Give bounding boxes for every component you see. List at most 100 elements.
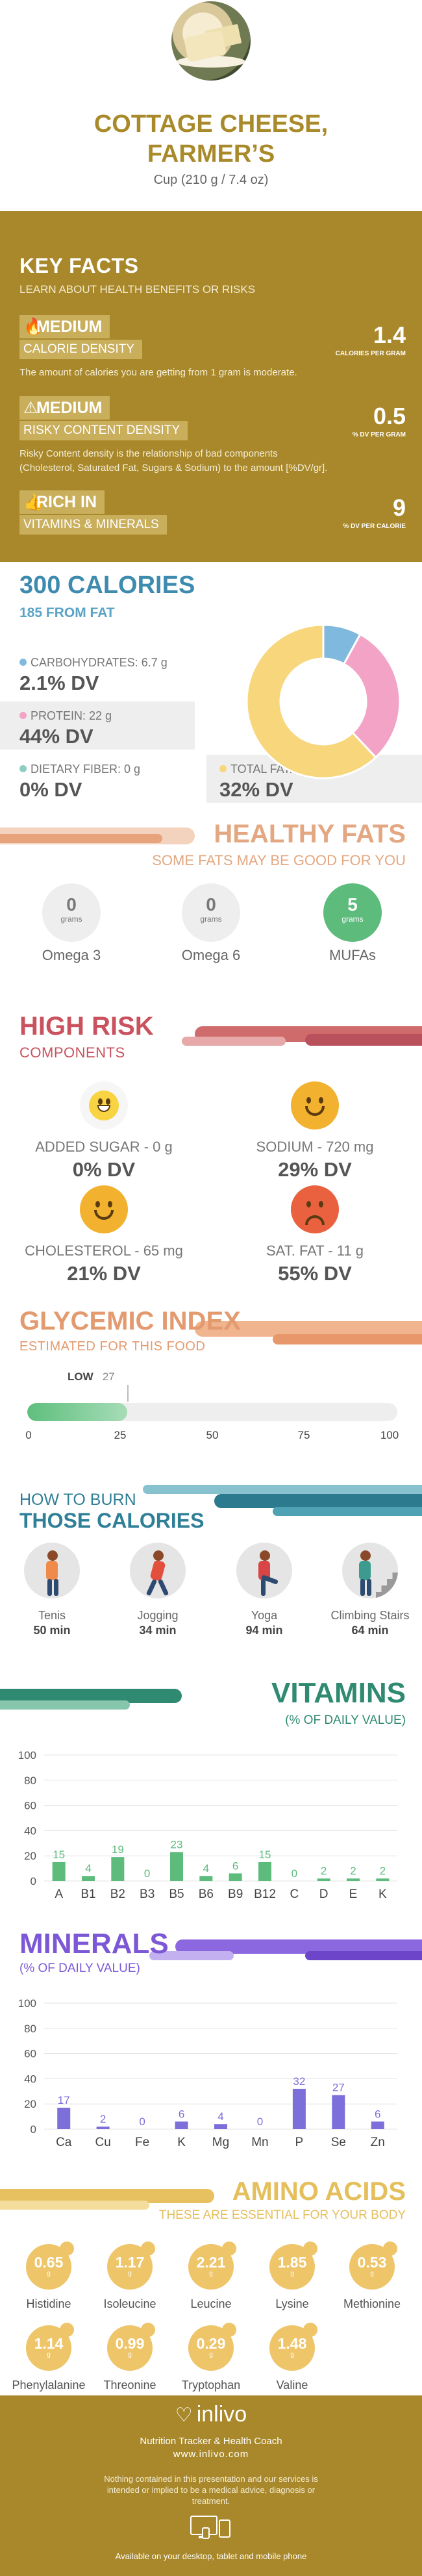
vitamins-category-label: B6 <box>199 1888 214 1901</box>
decor-band <box>0 2201 149 2210</box>
heart-icon: ♡ <box>175 2405 193 2426</box>
minerals-value-label: 2 <box>100 2113 106 2125</box>
minerals-ytick: 100 <box>18 1997 36 2010</box>
stairs-icon <box>342 1543 398 1598</box>
amino-title: AMINO ACIDS <box>232 2177 406 2206</box>
glycemic-axis-100: 100 <box>380 1429 399 1441</box>
vitamins-category-label: A <box>55 1888 63 1901</box>
thumbs-up-icon: 👍 <box>23 493 44 511</box>
minerals-category-label: Cu <box>95 2136 111 2149</box>
devices-icon <box>190 2516 230 2539</box>
amino-threonine: 0.99 g Threonine <box>88 2323 172 2392</box>
vitamins-value-label: 19 <box>112 1843 124 1856</box>
vitamins-value-label: 23 <box>171 1838 183 1850</box>
tennis-icon <box>24 1543 80 1598</box>
risky-density-value: 0.5 <box>373 403 406 429</box>
vitamins-ytick: 20 <box>24 1850 36 1862</box>
calorie-density-value: 1.4 <box>373 322 406 348</box>
fat-dot <box>219 765 227 772</box>
healthy-fats-subtitle: SOME FATS MAY BE GOOD FOR YOU <box>152 852 406 868</box>
minerals-value-label: 0 <box>139 2115 145 2128</box>
vitamins-bar-chart: 02040608010015A4B119B20B323B54B66B915B12… <box>18 1749 397 1901</box>
header: COTTAGE CHEESE, FARMER’S Cup (210 g / 7.… <box>0 0 422 195</box>
food-photo <box>171 1 251 81</box>
fat-mufas: 5 grams MUFAs <box>310 883 395 964</box>
burn-title-line1: HOW TO BURN <box>19 1491 136 1509</box>
carbs-label: CARBOHYDRATES: 6.7 g <box>31 656 168 669</box>
amino-methionine: 0.53 g Methionine <box>330 2241 414 2311</box>
burn-title-line2: THOSE CALORIES <box>19 1509 205 1532</box>
decor-band <box>175 1939 422 1954</box>
protein-dot <box>19 712 27 719</box>
protein-dv: 44% DV <box>19 725 93 748</box>
brand-tagline: Nutrition Tracker & Health Coach <box>140 2436 282 2447</box>
amino-subtitle: THESE ARE ESSENTIAL FOR YOUR BODY <box>158 2208 406 2222</box>
vitamins-title: VITAMINS <box>271 1677 406 1709</box>
risky-density-description: Risky Content density is the relationshi… <box>19 448 328 474</box>
fat-omega6: 0 grams Omega 6 <box>169 883 253 964</box>
jogging-icon <box>130 1543 186 1598</box>
fiber-cell: DIETARY FIBER: 0 g 0% DV <box>0 755 195 803</box>
minerals-bar-chart: 0 20 40 60 80 100 17 Ca 2 Cu 0 Fe 6 K 4 Mg 0 Mn 32 P 27 Se 6 Zn <box>18 1997 397 2149</box>
vitamins-ytick: 100 <box>18 1749 36 1762</box>
brand-url[interactable]: www.inlivo.com <box>173 2449 249 2460</box>
vitamins-value-label: 0 <box>292 1867 297 1880</box>
risky-density-label: RISKY CONTENT DENSITY <box>19 421 188 440</box>
calorie-density-label: CALORIE DENSITY <box>19 340 143 359</box>
serving-size: Cup (210 g / 7.4 oz) <box>153 173 269 187</box>
amino-valine: 1.48 g Valine <box>250 2323 334 2392</box>
vitamins-category-label: B5 <box>169 1888 184 1901</box>
vitamins-category-label: B9 <box>228 1888 243 1901</box>
vitamins-ytick: 60 <box>24 1800 36 1812</box>
minerals-value-label: 0 <box>257 2115 263 2128</box>
minerals-bar-Cu <box>96 2127 110 2129</box>
fat-dv: 32% DV <box>219 778 293 801</box>
vitamins-subtitle: (% OF DAILY VALUE) <box>285 1713 406 1727</box>
vitamins-category-label: B12 <box>254 1888 276 1901</box>
risky-density-level: MEDIUM <box>36 399 103 417</box>
carbs-dv: 2.1% DV <box>19 672 99 694</box>
vitamins-value-label: 15 <box>53 1849 65 1861</box>
glycemic-axis-50: 50 <box>206 1429 219 1441</box>
donut-slice-protein <box>342 633 401 759</box>
glycemic-axis-0: 0 <box>25 1429 32 1441</box>
donut-slice-fat <box>245 624 377 779</box>
fiber-label: DIETARY FIBER: 0 g <box>31 763 141 776</box>
vitamins-value-label: 0 <box>144 1867 150 1880</box>
vitamins-bar-A <box>52 1862 66 1881</box>
vitamins-value-label: 2 <box>350 1865 356 1877</box>
vitamins-bar-B6 <box>199 1876 213 1881</box>
minerals-category-label: P <box>295 2136 304 2149</box>
decor-band <box>305 1034 422 1046</box>
decor-band <box>0 1689 182 1703</box>
yoga-icon <box>236 1543 292 1598</box>
risky-density-unit: % DV PER GRAM <box>352 431 406 438</box>
key-facts-subtitle: LEARN ABOUT HEALTH BENEFITS OR RISKS <box>19 283 256 296</box>
availability-note: Available on your desktop, tablet and mo… <box>115 2551 307 2561</box>
calorie-breakdown-donut <box>245 624 401 779</box>
glycemic-subtitle: ESTIMATED FOR THIS FOOD <box>19 1339 206 1354</box>
fiber-dv: 0% DV <box>19 778 82 801</box>
decor-band <box>149 1951 234 1960</box>
vitamins-value: 9 <box>392 494 406 521</box>
vitamins-ytick: 80 <box>24 1774 36 1787</box>
vitamins-ytick: 0 <box>31 1875 36 1888</box>
calorie-density-row: 🔥MEDIUM CALORIE DENSITY 1.4 CALORIES PER… <box>19 315 406 380</box>
vitamins-category-label: B1 <box>81 1888 95 1901</box>
flame-icon: 🔥 <box>23 318 44 336</box>
amino-isoleucine: 1.17 g Isoleucine <box>88 2241 172 2311</box>
vitamins-category-label: D <box>319 1888 329 1901</box>
activity-tennis: Tenis 50 min <box>3 1543 101 1637</box>
sad-face-icon <box>291 1185 339 1233</box>
vitamins-ytick: 40 <box>24 1825 36 1837</box>
minerals-subtitle: (% OF DAILY VALUE) <box>19 1962 140 1975</box>
calorie-density-unit: CALORIES PER GRAM <box>335 350 406 357</box>
decor-band <box>0 834 162 843</box>
vitamins-value-label: 2 <box>380 1865 386 1877</box>
vitamins-bar-B9 <box>229 1873 242 1881</box>
food-title: COTTAGE CHEESE, FARMER’S <box>93 110 329 168</box>
calories-from-fat: 185 FROM FAT <box>19 605 115 620</box>
vitamins-bar-B12 <box>258 1862 271 1881</box>
vitamins-unit: % DV PER CALORIE <box>343 523 406 530</box>
glycemic-title: GLYCEMIC INDEX <box>19 1307 241 1335</box>
